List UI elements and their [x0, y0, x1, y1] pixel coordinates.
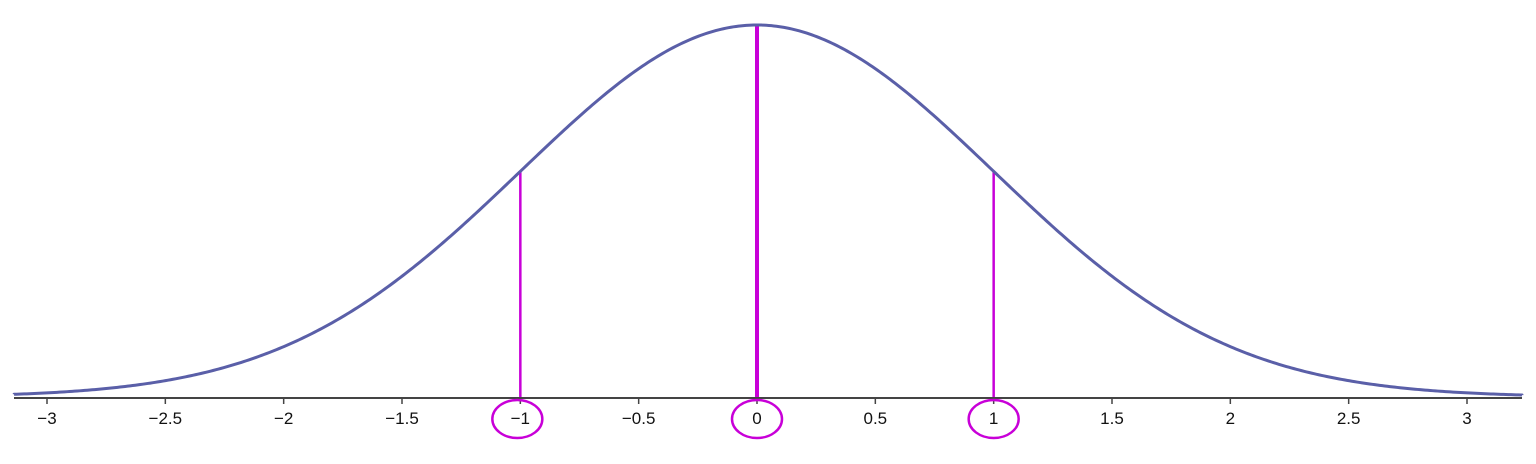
- x-tick-label: 2.5: [1337, 409, 1361, 428]
- highlight-lines: [519, 25, 995, 397]
- x-tick-label: −2: [274, 409, 293, 428]
- x-tick-label: 1: [989, 409, 998, 428]
- x-tick-label: 0: [752, 409, 761, 428]
- tick-highlight-circle: [491, 398, 544, 440]
- x-tick-label: −1.5: [385, 409, 419, 428]
- x-tick-label: −1: [511, 409, 530, 428]
- x-tick-label: 1.5: [1100, 409, 1124, 428]
- x-axis-ticks: −3 −2.5 −2 −1.5 −1 −0.5 0 0.5 1 1.5 2 2.5 3: [37, 398, 1472, 428]
- x-tick-label: −0.5: [622, 409, 656, 428]
- x-tick-label: −2.5: [149, 409, 183, 428]
- x-tick-label: −3: [37, 409, 56, 428]
- tick-highlight-circle: [730, 398, 784, 440]
- tick-highlight-circle: [967, 398, 1020, 440]
- x-tick-label: 0.5: [864, 409, 888, 428]
- x-tick-label: 2: [1226, 409, 1235, 428]
- normal-curve: [12, 23, 1524, 397]
- tick-highlight-circles: [491, 398, 1020, 440]
- x-tick-label: 3: [1462, 409, 1471, 428]
